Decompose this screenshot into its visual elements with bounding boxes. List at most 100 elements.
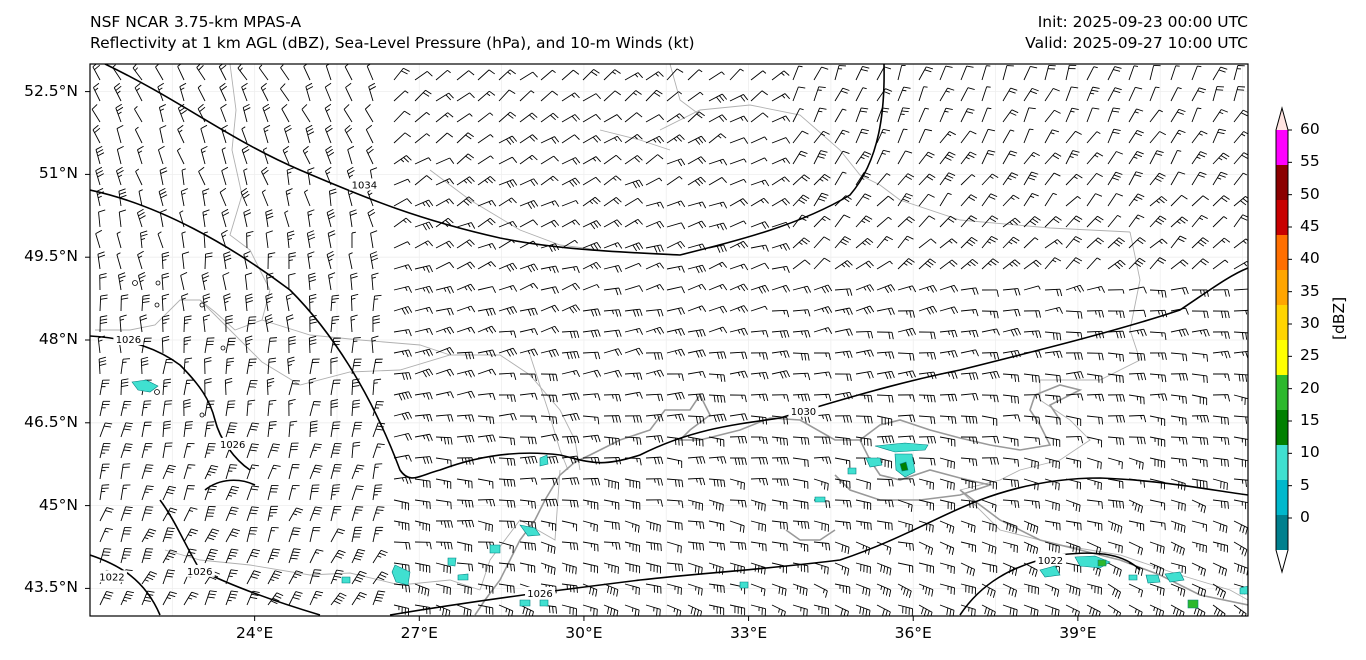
wind-barb [477, 434, 496, 443]
valid-time: Valid: 2025-09-27 10:00 UTC [1025, 34, 1248, 52]
wind-barb [286, 314, 294, 333]
wind-barb [288, 252, 296, 270]
wind-barb [267, 252, 276, 270]
wind-barb [1191, 562, 1206, 577]
wind-barb [687, 393, 706, 402]
wind-barb [561, 477, 580, 486]
wind-barb [1044, 415, 1061, 425]
wind-barb [262, 147, 269, 165]
wind-barb [393, 67, 410, 81]
colorbar-segment [1276, 200, 1288, 235]
wind-barb [1128, 394, 1145, 405]
wind-barb [351, 441, 361, 459]
wind-barb [267, 357, 277, 375]
wind-barb [1191, 87, 1207, 102]
wind-barb [99, 315, 108, 333]
wind-barb [708, 604, 725, 616]
wind-barb [729, 178, 747, 186]
wind-barb [1107, 415, 1126, 423]
wind-barb [365, 124, 374, 144]
wind-barb [645, 284, 665, 291]
wind-barb [1023, 415, 1041, 425]
wind-barb [1170, 259, 1189, 270]
wind-barb [750, 244, 769, 252]
wind-barb [582, 69, 600, 81]
wind-barb [855, 499, 872, 511]
wind-barb [519, 219, 539, 228]
wind-barb [876, 149, 891, 165]
wind-barb [393, 520, 410, 531]
wind-barb [918, 215, 936, 228]
wind-barb [349, 209, 358, 228]
wind-barb [393, 454, 412, 462]
wind-barb [456, 283, 476, 292]
wind-barb [540, 348, 560, 358]
wind-barb [666, 373, 684, 381]
wind-barb [288, 420, 298, 438]
wind-barb [708, 413, 727, 423]
wind-barb [309, 443, 322, 459]
wind-barb [1191, 352, 1208, 362]
wind-barb [750, 457, 769, 465]
wind-barb [687, 305, 707, 313]
wind-barb [918, 604, 933, 616]
wind-barb [223, 251, 232, 270]
wind-barb [834, 499, 852, 508]
wind-barb [582, 113, 601, 123]
wind-barb [624, 262, 642, 270]
wind-barb [960, 65, 974, 81]
wind-barb [225, 464, 238, 480]
wind-barb [1212, 562, 1228, 577]
colorbar-title: [dBZ] [1330, 296, 1348, 340]
wind-barb [244, 272, 253, 291]
wind-barb [1128, 65, 1139, 81]
wind-barb [1212, 331, 1230, 339]
wind-barb [264, 314, 274, 333]
wind-barb [1170, 394, 1187, 404]
wind-barb [1128, 604, 1143, 616]
wind-barb [603, 329, 622, 338]
wind-barb [99, 422, 113, 438]
wind-barb [435, 520, 453, 528]
wind-barb [286, 167, 294, 186]
wind-barb [1107, 289, 1125, 294]
wind-barb [855, 215, 873, 228]
wind-barb [540, 325, 560, 334]
wind-barb [95, 166, 104, 186]
wind-barb [771, 562, 788, 574]
wind-barb [498, 457, 516, 466]
station-markers [132, 280, 226, 418]
wind-barb [582, 520, 598, 532]
wind-barb [1044, 306, 1063, 314]
wind-barb [603, 135, 623, 144]
colorbar-segments [1276, 108, 1288, 572]
wind-barb [582, 329, 601, 338]
wind-barb [477, 349, 496, 358]
colorbar-tick-label: 35 [1300, 281, 1320, 300]
wind-barb [120, 358, 131, 375]
wind-barb [118, 209, 127, 228]
wind-barb [834, 150, 850, 165]
wind-barb [582, 284, 600, 291]
wind-barb [750, 583, 766, 597]
wind-barb [939, 192, 952, 207]
wind-barb [196, 64, 206, 81]
wind-barb [708, 583, 725, 594]
wind-barb [561, 282, 581, 291]
wind-barb [477, 217, 496, 228]
wind-barb [582, 351, 601, 360]
wind-barb [1107, 541, 1123, 554]
wind-barb [918, 151, 935, 165]
wind-barb [243, 251, 251, 270]
wind-barb [813, 284, 833, 294]
wind-barb [325, 145, 335, 165]
wind-barb [141, 400, 152, 417]
wind-barb [372, 358, 383, 375]
wind-barb [350, 314, 358, 333]
wind-barb [197, 84, 206, 102]
wind-barb [666, 265, 685, 273]
wind-barb [624, 520, 640, 533]
wind-barb [981, 310, 999, 319]
wind-barb [876, 236, 893, 249]
wind-barb [435, 478, 452, 489]
